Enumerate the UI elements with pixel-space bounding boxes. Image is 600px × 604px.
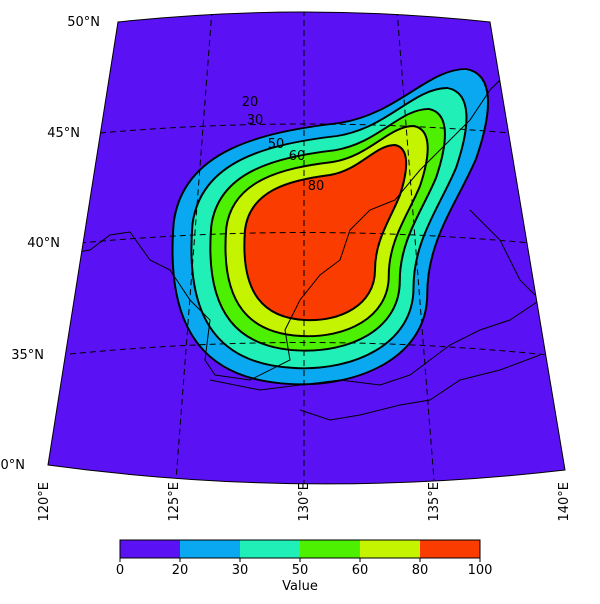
colorbar-tick-label: 50	[292, 563, 309, 578]
colorbar-tick-label: 60	[352, 563, 369, 578]
colorbar-segment	[180, 540, 240, 558]
colorbar-tick-label: 0	[116, 563, 124, 578]
colorbar: 0 20 30 50 60 80 100 Value	[116, 539, 493, 594]
longitude-label: 130°E	[297, 482, 312, 522]
contour-label: 60	[289, 149, 306, 164]
colorbar-tick-label: 100	[468, 563, 493, 578]
latitude-label: 40°N	[27, 236, 60, 251]
colorbar-segment	[240, 540, 300, 558]
colorbar-segment	[360, 540, 420, 558]
colorbar-segment	[120, 540, 180, 558]
graticule	[59, 12, 549, 484]
latitude-label: 45°N	[47, 126, 80, 141]
colorbar-tick-label: 20	[172, 563, 189, 578]
contour-label: 30	[247, 113, 264, 128]
latitude-label: 35°N	[11, 348, 44, 363]
contour-label: 20	[242, 95, 259, 110]
colorbar-segment	[300, 540, 360, 558]
longitude-label: 125°E	[167, 482, 182, 522]
colorbar-tick-label: 30	[232, 563, 249, 578]
contour-label: 50	[268, 137, 285, 152]
contour-label: 80	[308, 179, 325, 194]
axis-labels: 203050608050°N45°N40°N35°N30°N120°E125°E…	[0, 15, 572, 522]
latitude-label: 50°N	[67, 15, 100, 30]
colorbar-tick-label: 80	[412, 563, 429, 578]
map-frame	[47, 11, 566, 485]
longitude-label: 140°E	[557, 482, 572, 522]
latitude-label: 30°N	[0, 458, 25, 473]
longitude-label: 120°E	[37, 482, 52, 522]
colorbar-segment	[420, 540, 480, 558]
longitude-label: 135°E	[427, 482, 442, 522]
colorbar-label: Value	[282, 579, 318, 594]
